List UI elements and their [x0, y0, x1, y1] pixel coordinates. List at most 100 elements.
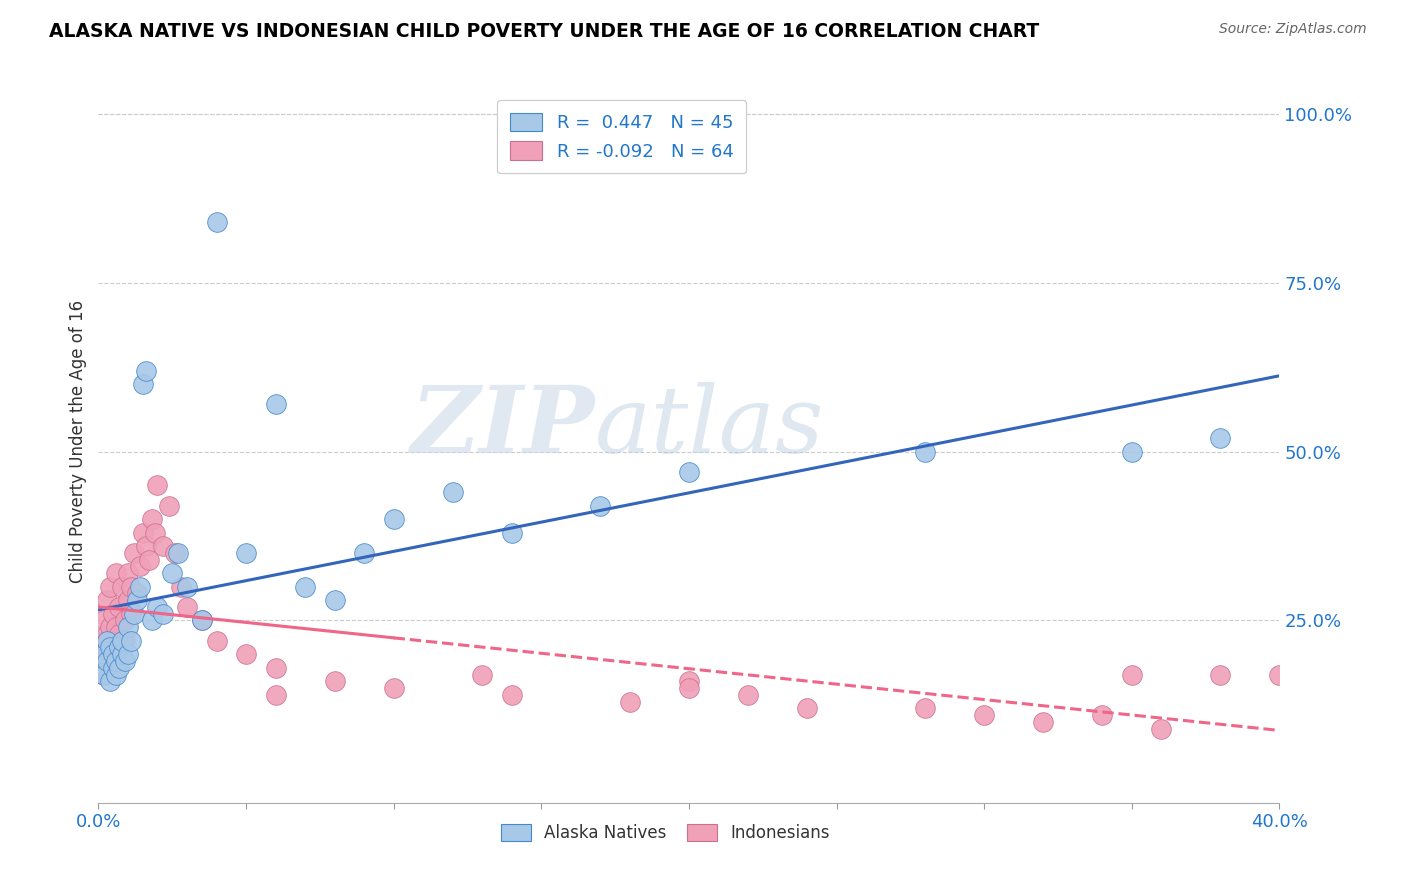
- Point: [501, 688, 523, 702]
- Point: [1121, 444, 1143, 458]
- Point: [98, 647, 121, 661]
- Point: [141, 614, 163, 628]
- Point: [143, 525, 166, 540]
- Point: [152, 607, 174, 621]
- Text: ZIP: ZIP: [411, 382, 595, 472]
- Point: [973, 708, 995, 723]
- Point: [138, 552, 160, 566]
- Point: [117, 620, 139, 634]
- Point: [117, 593, 139, 607]
- Point: [98, 674, 121, 689]
- Point: [114, 614, 136, 628]
- Point: [146, 599, 169, 614]
- Point: [105, 654, 128, 668]
- Point: [441, 485, 464, 500]
- Point: [589, 499, 612, 513]
- Point: [103, 607, 125, 621]
- Point: [1268, 667, 1291, 681]
- Point: [146, 478, 169, 492]
- Point: [323, 674, 346, 689]
- Point: [122, 607, 145, 621]
- Point: [162, 566, 183, 581]
- Point: [93, 667, 115, 681]
- Point: [117, 647, 139, 661]
- Point: [93, 614, 115, 628]
- Point: [122, 546, 145, 560]
- Point: [264, 688, 287, 702]
- Point: [96, 627, 118, 641]
- Point: [120, 607, 142, 621]
- Point: [191, 614, 214, 628]
- Point: [114, 654, 136, 668]
- Point: [114, 633, 136, 648]
- Text: ALASKA NATIVE VS INDONESIAN CHILD POVERTY UNDER THE AGE OF 16 CORRELATION CHART: ALASKA NATIVE VS INDONESIAN CHILD POVERT…: [49, 22, 1039, 41]
- Point: [108, 627, 131, 641]
- Point: [157, 499, 180, 513]
- Point: [471, 667, 494, 681]
- Point: [501, 525, 523, 540]
- Point: [1091, 708, 1114, 723]
- Point: [264, 661, 287, 675]
- Point: [176, 580, 198, 594]
- Point: [103, 647, 125, 661]
- Text: Source: ZipAtlas.com: Source: ZipAtlas.com: [1219, 22, 1367, 37]
- Point: [382, 681, 405, 695]
- Point: [103, 633, 125, 648]
- Point: [90, 661, 112, 675]
- Legend: Alaska Natives, Indonesians: Alaska Natives, Indonesians: [495, 817, 837, 848]
- Point: [176, 599, 198, 614]
- Point: [96, 633, 118, 648]
- Point: [167, 546, 190, 560]
- Point: [235, 546, 257, 560]
- Point: [619, 694, 641, 708]
- Point: [96, 593, 118, 607]
- Point: [111, 640, 134, 655]
- Point: [1150, 722, 1173, 736]
- Point: [678, 681, 700, 695]
- Point: [1209, 667, 1232, 681]
- Point: [117, 566, 139, 581]
- Point: [678, 465, 700, 479]
- Point: [93, 667, 115, 681]
- Point: [294, 580, 316, 594]
- Point: [323, 593, 346, 607]
- Point: [93, 647, 115, 661]
- Point: [205, 215, 228, 229]
- Point: [165, 546, 187, 560]
- Text: atlas: atlas: [595, 382, 824, 472]
- Point: [132, 525, 155, 540]
- Point: [105, 620, 128, 634]
- Point: [235, 647, 257, 661]
- Point: [135, 539, 157, 553]
- Point: [1032, 714, 1054, 729]
- Point: [125, 593, 148, 607]
- Point: [93, 633, 115, 648]
- Point: [678, 674, 700, 689]
- Point: [737, 688, 759, 702]
- Point: [98, 640, 121, 655]
- Point: [103, 661, 125, 675]
- Point: [105, 667, 128, 681]
- Point: [382, 512, 405, 526]
- Point: [128, 580, 150, 594]
- Point: [120, 633, 142, 648]
- Point: [128, 559, 150, 574]
- Point: [1121, 667, 1143, 681]
- Point: [108, 661, 131, 675]
- Point: [353, 546, 375, 560]
- Point: [120, 580, 142, 594]
- Point: [914, 444, 936, 458]
- Point: [152, 539, 174, 553]
- Point: [105, 566, 128, 581]
- Point: [96, 654, 118, 668]
- Point: [98, 620, 121, 634]
- Point: [90, 661, 112, 675]
- Point: [796, 701, 818, 715]
- Point: [111, 647, 134, 661]
- Point: [170, 580, 193, 594]
- Point: [111, 633, 134, 648]
- Point: [141, 512, 163, 526]
- Point: [264, 397, 287, 411]
- Point: [914, 701, 936, 715]
- Point: [108, 640, 131, 655]
